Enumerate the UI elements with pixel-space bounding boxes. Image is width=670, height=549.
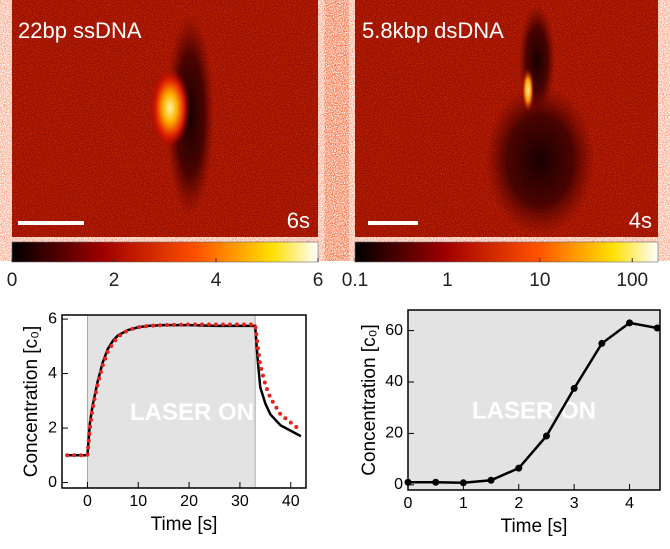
marker xyxy=(653,324,661,332)
y-tick-label: 2 xyxy=(48,419,57,436)
colorbar-tick-label: 0.1 xyxy=(342,270,368,291)
marker xyxy=(459,479,467,487)
colorbar-tick-label: 4 xyxy=(211,270,222,291)
marker xyxy=(542,432,550,440)
x-axis-label: Time [s] xyxy=(501,516,568,537)
colorbar-tick-label: 1 xyxy=(442,270,453,291)
x-tick-label: 0 xyxy=(404,495,413,512)
x-tick-label: 1 xyxy=(459,495,468,512)
x-tick-label: 10 xyxy=(129,493,147,510)
series-line xyxy=(65,322,303,458)
colorbar-tick-label: 2 xyxy=(109,270,120,291)
annotation: LASER ON xyxy=(472,397,596,424)
image-label: 22bp ssDNA xyxy=(18,18,142,43)
y-tick-label: 40 xyxy=(385,373,403,390)
colorbar-tick-label: 0 xyxy=(7,270,18,291)
x-tick-label: 30 xyxy=(231,493,249,510)
axes-frame xyxy=(407,309,661,491)
marker xyxy=(626,319,634,327)
annotation: LASER ON xyxy=(130,399,254,426)
colorbar-tick-label: 10 xyxy=(529,270,550,291)
x-tick-label: 3 xyxy=(570,495,579,512)
x-tick-label: 40 xyxy=(282,493,300,510)
x-tick-label: 0 xyxy=(83,493,92,510)
y-tick-label: 0 xyxy=(394,476,403,493)
shaded-region xyxy=(87,314,256,489)
y-tick-label: 4 xyxy=(48,365,57,382)
time-label: 4s xyxy=(629,208,652,233)
y-axis-label: Concentration [c₀] xyxy=(359,324,380,476)
marker xyxy=(487,476,495,484)
x-tick-label: 2 xyxy=(514,495,523,512)
marker xyxy=(515,464,523,472)
marker xyxy=(570,384,578,392)
x-tick-label: 4 xyxy=(625,495,634,512)
y-axis-label: Concentration [c₀] xyxy=(21,326,42,478)
colorbar-tick-label: 100 xyxy=(616,270,648,291)
marker xyxy=(598,339,606,347)
image-panel xyxy=(354,0,659,263)
y-tick-label: 20 xyxy=(385,425,403,442)
colorbar-tick-label: 6 xyxy=(313,270,324,291)
y-tick-label: 6 xyxy=(48,310,57,327)
shaded-region xyxy=(407,309,661,491)
x-axis-label: Time [s] xyxy=(151,514,218,535)
x-tick-label: 20 xyxy=(180,493,198,510)
marker xyxy=(432,478,440,486)
time-label: 6s xyxy=(287,208,310,233)
series-line xyxy=(408,321,658,485)
y-tick-label: 60 xyxy=(385,322,403,339)
axes-frame xyxy=(61,314,307,489)
image-label: 5.8kbp dsDNA xyxy=(362,18,504,43)
image-panel xyxy=(11,0,319,263)
y-tick-label: 0 xyxy=(48,474,57,491)
